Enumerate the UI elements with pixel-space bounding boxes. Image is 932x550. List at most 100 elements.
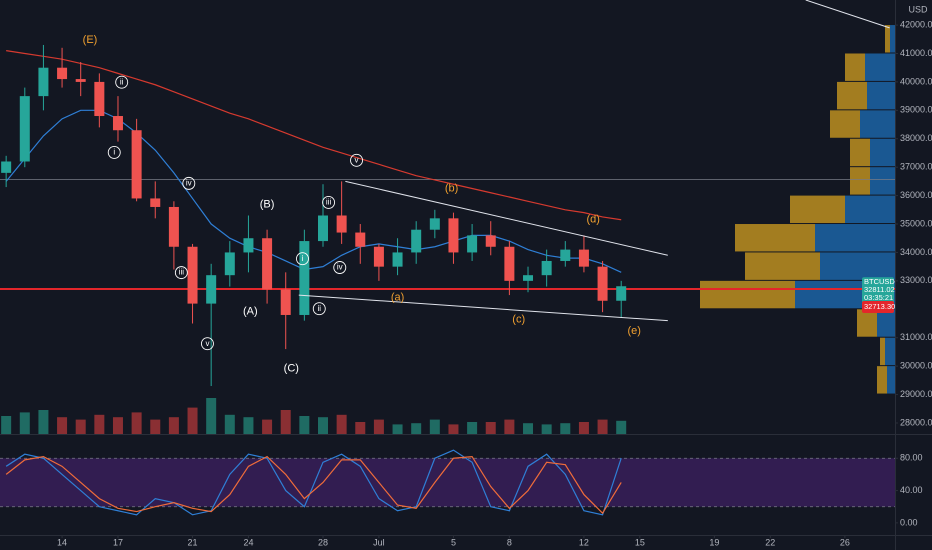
candle-body: [19, 96, 30, 162]
candle-body: [597, 266, 608, 301]
y-tick-label: 38000.00: [900, 133, 932, 143]
wave-label: i: [302, 254, 304, 263]
volume-bar: [392, 424, 403, 434]
profile-up: [850, 138, 870, 167]
candle-body: [131, 130, 142, 199]
candle-body: [57, 67, 68, 80]
volume-bar: [75, 419, 86, 434]
last-price-box: [862, 277, 894, 304]
candle-body: [224, 252, 235, 276]
wave-circle: [350, 153, 363, 167]
profile-down: [870, 138, 895, 167]
volume-bar: [206, 398, 217, 434]
profile-down: [815, 224, 895, 252]
y-tick-label: 41000.00: [900, 48, 932, 58]
wave-label: (d): [587, 213, 600, 225]
wave-label: (B): [260, 198, 275, 210]
candle-body: [373, 246, 384, 267]
symbol-label: BTCUSD: [864, 277, 895, 286]
y-tick-label: 35000.00: [900, 218, 932, 228]
countdown-label: 03:35:21: [864, 293, 893, 302]
wave-label: (a): [391, 292, 404, 304]
wave-label: ii: [317, 304, 321, 313]
profile-up: [735, 224, 815, 252]
x-tick-label: 17: [113, 537, 123, 547]
moving-average: [6, 50, 622, 221]
wave-label: (E): [83, 34, 98, 46]
wave-label: (A): [243, 305, 258, 317]
profile-up: [790, 195, 845, 224]
wave-circle: [174, 266, 188, 280]
y-tick-label: 29000.00: [900, 389, 932, 399]
profile-up: [837, 81, 867, 110]
wave-label: (e): [628, 325, 641, 337]
volume-bar: [1, 416, 12, 434]
stoch-line: [5, 449, 622, 516]
volume-bar: [94, 414, 105, 434]
candle-body: [206, 275, 217, 304]
volume-bar: [373, 419, 384, 434]
profile-down: [877, 309, 895, 337]
moving-average: [5, 109, 622, 273]
candle-body: [485, 235, 496, 247]
candle-body: [75, 79, 86, 82]
volume-bar: [280, 410, 291, 434]
profile-up: [700, 280, 795, 309]
y-tick-label: 33000.00: [900, 275, 932, 285]
volume-bar: [597, 419, 608, 434]
wave-label: iii: [326, 198, 332, 207]
wave-circle: [107, 145, 121, 159]
candle-body: [262, 238, 273, 290]
profile-down: [865, 53, 895, 81]
y-tick-label: 40.00: [900, 485, 923, 495]
trendline: [805, 0, 890, 29]
trendline: [298, 294, 668, 322]
y-tick-label: 80.00: [900, 453, 923, 463]
volume-bar: [57, 417, 68, 434]
volume-bar: [168, 417, 179, 434]
candle-body: [467, 235, 478, 253]
volume-bar: [131, 412, 142, 434]
x-tick-label: 24: [243, 537, 253, 547]
volume-bar: [317, 417, 328, 434]
profile-up: [877, 366, 887, 394]
y-tick-label: 30000.00: [900, 361, 932, 371]
profile-up: [745, 252, 820, 280]
candle-body: [168, 206, 179, 247]
profile-down: [845, 195, 895, 224]
volume-bar: [112, 417, 123, 434]
candle-body: [38, 67, 49, 97]
profile-down: [887, 366, 895, 394]
volume-bar: [523, 423, 534, 434]
y-tick-label: 31000.00: [900, 332, 932, 342]
volume-bar: [150, 419, 161, 434]
x-tick-label: 5: [451, 537, 456, 547]
y-tick-label: 36000.00: [900, 190, 932, 200]
x-tick-label: 26: [840, 537, 850, 547]
profile-down: [867, 81, 895, 110]
volume-bar: [485, 422, 496, 434]
ref-price-box: [862, 301, 894, 314]
candle-body: [299, 241, 310, 315]
wave-circle: [333, 261, 347, 274]
wave-label: iii: [179, 268, 185, 277]
volume-bar: [38, 410, 49, 434]
y-tick-label: 28000.00: [900, 417, 932, 427]
y-tick-label: 40000.00: [900, 76, 932, 86]
candle-body: [429, 218, 440, 230]
profile-down: [890, 25, 895, 53]
candle-body: [150, 198, 161, 207]
volume-bar: [224, 414, 235, 434]
profile-down: [820, 252, 895, 280]
candle-body: [336, 215, 347, 233]
candle-body: [541, 260, 552, 276]
volume-bar: [243, 417, 254, 434]
wave-label: v: [205, 339, 209, 348]
candle-body: [280, 289, 291, 315]
volume-bar: [560, 423, 571, 434]
volume-bar: [336, 414, 347, 434]
wave-circle: [322, 195, 336, 209]
y-tick-label: 0.00: [900, 517, 918, 527]
